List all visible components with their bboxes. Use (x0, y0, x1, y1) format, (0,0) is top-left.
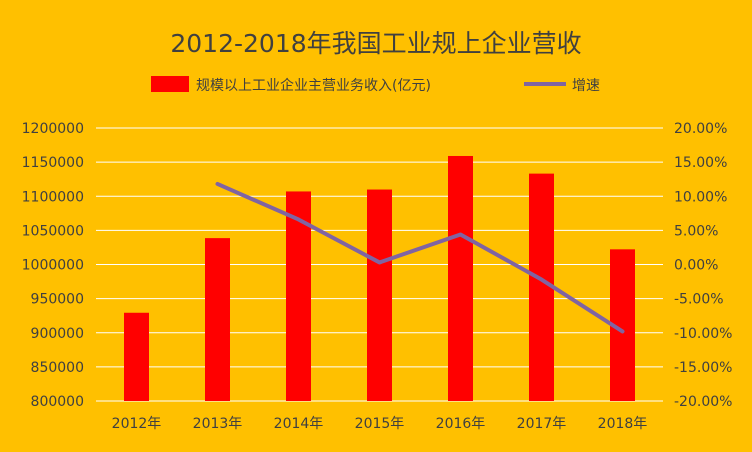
right-tick-label: -10.00% (674, 326, 732, 342)
chart-title: 2012-2018年我国工业规上企业营收 (170, 29, 581, 58)
growth-line (215, 181, 625, 334)
x-axis: 2012年 2013年 2014年 2015年 2016年 2017年 2018年 (112, 416, 648, 432)
right-axis: -20.00% -15.00% -10.00% -5.00% 0.00% 5.00% 10.… (674, 121, 732, 410)
left-tick-label: 1000000 (22, 258, 84, 274)
left-tick-label: 1100000 (22, 189, 84, 205)
right-tick-label: -20.00% (674, 394, 732, 410)
legend: 规模以上工业企业主营业务收入(亿元) 增速 (151, 76, 600, 94)
left-tick-label: 800000 (31, 394, 84, 410)
line-series (215, 181, 625, 334)
bar (529, 173, 554, 401)
legend-label-revenue: 规模以上工业企业主营业务收入(亿元) (196, 77, 431, 94)
legend-label-growth: 增速 (572, 78, 600, 94)
left-tick-label: 1050000 (22, 223, 84, 239)
legend-swatch-revenue (151, 76, 189, 92)
right-tick-label: 10.00% (674, 189, 727, 205)
right-tick-label: -15.00% (674, 360, 732, 376)
bar (448, 155, 473, 401)
bar (205, 238, 230, 401)
x-tick-label: 2012年 (112, 416, 162, 432)
bar (367, 189, 392, 401)
x-tick-label: 2016年 (436, 416, 486, 432)
bar (124, 312, 149, 401)
x-tick-label: 2015年 (355, 416, 405, 432)
right-tick-label: 0.00% (674, 258, 718, 274)
left-tick-label: 1150000 (22, 155, 84, 171)
right-tick-label: 5.00% (674, 223, 718, 239)
x-tick-label: 2013年 (193, 416, 243, 432)
x-tick-label: 2017年 (517, 416, 567, 432)
left-tick-label: 1200000 (22, 121, 84, 137)
bar (286, 191, 311, 401)
left-tick-label: 850000 (31, 360, 84, 376)
right-tick-label: -5.00% (674, 292, 724, 308)
right-tick-label: 20.00% (674, 121, 727, 137)
x-tick-label: 2014年 (274, 416, 324, 432)
left-tick-label: 950000 (31, 292, 84, 308)
left-tick-label: 900000 (31, 326, 84, 342)
left-axis: 800000 850000 900000 950000 1000000 1050000 11… (22, 121, 84, 410)
bar-series (124, 155, 635, 401)
x-tick-label: 2018年 (598, 416, 648, 432)
right-tick-label: 15.00% (674, 155, 727, 171)
